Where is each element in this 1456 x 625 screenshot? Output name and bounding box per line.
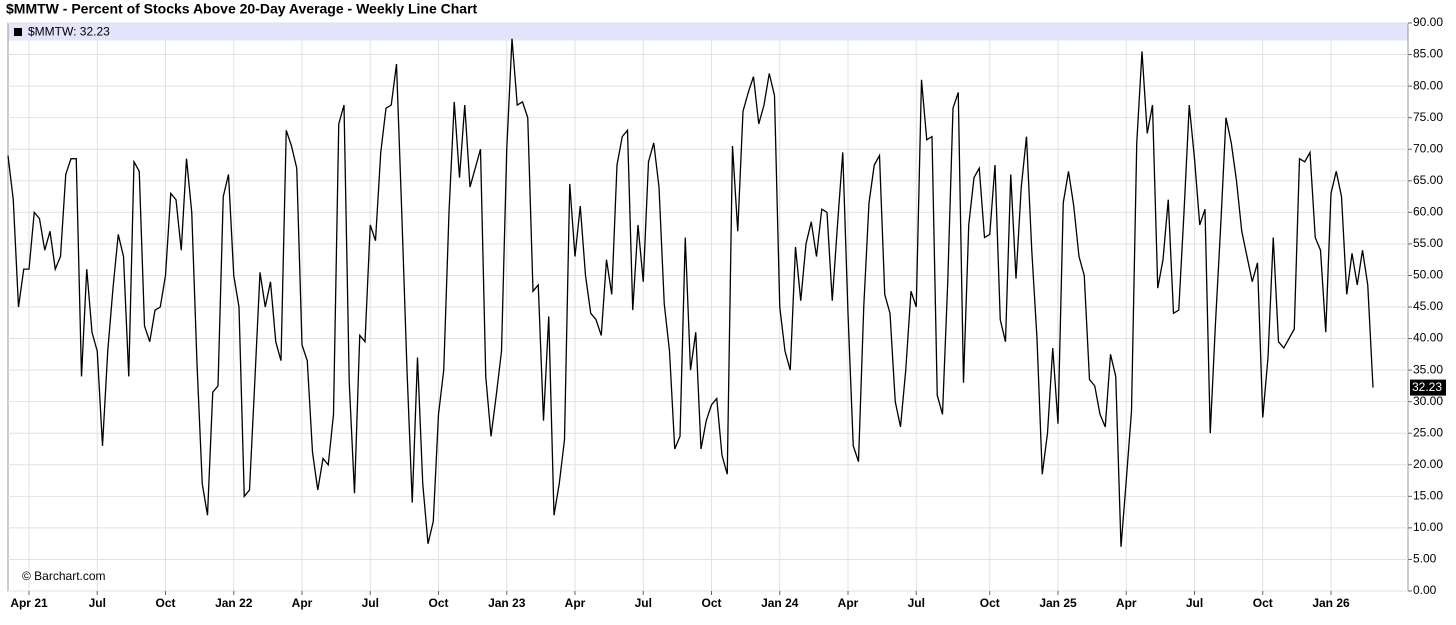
x-tick-label: Apr: [838, 596, 859, 610]
y-tick-label: 15.00: [1413, 489, 1443, 503]
series-line: [7, 38, 1374, 547]
y-tick-label: 85.00: [1413, 47, 1443, 61]
y-tick-label: 75.00: [1413, 110, 1443, 124]
x-tick-label: Apr: [565, 596, 586, 610]
x-tick-label: Apr 21: [10, 596, 48, 610]
credit: © Barchart.com: [22, 569, 106, 583]
legend-bar: [8, 23, 1408, 41]
x-tick-label: Oct: [701, 596, 721, 610]
x-tick-label: Jan 22: [215, 596, 253, 610]
chart-title: $MMTW - Percent of Stocks Above 20-Day A…: [6, 1, 478, 17]
x-tick-label: Jan 26: [1312, 596, 1350, 610]
x-tick-label: Jan 24: [761, 596, 799, 610]
y-tick-label: 65.00: [1413, 173, 1443, 187]
y-tick-label: 90.00: [1413, 15, 1443, 29]
y-tick-label: 80.00: [1413, 78, 1443, 92]
y-tick-label: 30.00: [1413, 394, 1443, 408]
last-value-box: [1410, 379, 1446, 396]
x-tick-label: Oct: [428, 596, 448, 610]
y-tick-label: 40.00: [1413, 331, 1443, 345]
x-tick-label: Jul: [362, 596, 379, 610]
y-tick-label: 25.00: [1413, 425, 1443, 439]
x-tick-label: Jan 23: [488, 596, 526, 610]
y-tick-label: 50.00: [1413, 268, 1443, 282]
y-tick-label: 70.00: [1413, 141, 1443, 155]
y-tick-label: 45.00: [1413, 299, 1443, 313]
y-tick-label: 55.00: [1413, 236, 1443, 250]
y-tick-label: 10.00: [1413, 520, 1443, 534]
x-tick-label: Apr: [292, 596, 313, 610]
y-tick-label: 5.00: [1413, 552, 1437, 566]
x-tick-label: Apr: [1116, 596, 1137, 610]
x-tick-label: Jul: [908, 596, 925, 610]
x-tick-label: Jul: [635, 596, 652, 610]
legend-text: $MMTW: 32.23: [28, 25, 110, 39]
x-tick-label: Jan 25: [1039, 596, 1077, 610]
x-tick-label: Jul: [1186, 596, 1203, 610]
y-tick-label: 0.00: [1413, 583, 1437, 597]
y-tick-label: 35.00: [1413, 362, 1443, 376]
y-tick-label: 60.00: [1413, 205, 1443, 219]
last-value-label: 32.23: [1412, 380, 1442, 394]
x-tick-label: Jul: [89, 596, 106, 610]
x-tick-label: Oct: [155, 596, 175, 610]
y-tick-label: 20.00: [1413, 457, 1443, 471]
legend-swatch: [14, 28, 22, 36]
x-tick-label: Oct: [980, 596, 1000, 610]
x-tick-label: Oct: [1253, 596, 1273, 610]
